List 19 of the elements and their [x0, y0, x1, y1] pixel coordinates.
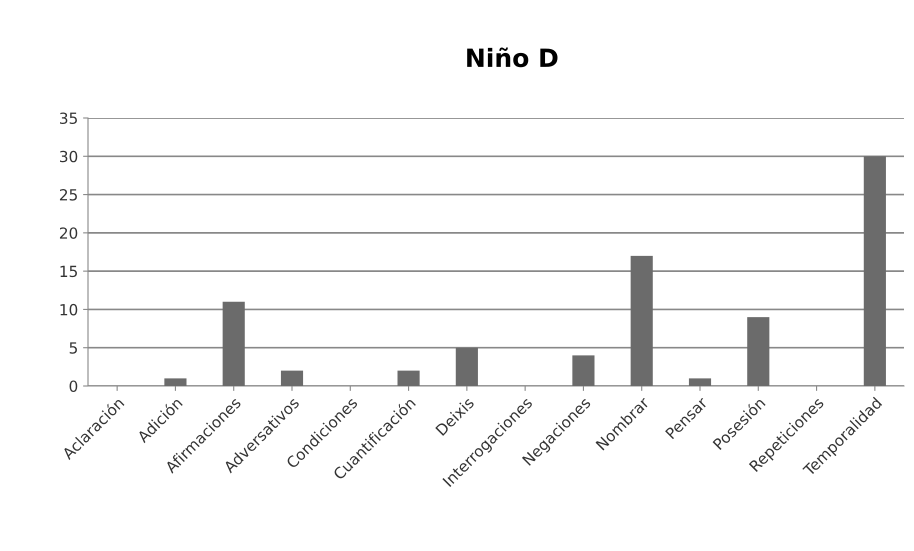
- bar: [572, 355, 595, 386]
- bar: [222, 302, 245, 386]
- y-tick-label: 25: [60, 189, 77, 201]
- chart-title: Niño D: [467, 47, 558, 68]
- bar: [688, 378, 712, 386]
- bar: [164, 378, 187, 386]
- bar: [456, 348, 478, 386]
- bar: [630, 256, 653, 386]
- y-tick-label: 30: [60, 150, 78, 162]
- bar: [747, 317, 770, 386]
- y-tick-label: 35: [60, 112, 77, 124]
- y-tick-label: 10: [60, 304, 78, 316]
- bar: [397, 370, 420, 386]
- bar: [864, 156, 886, 386]
- y-tick-label: 0: [70, 380, 78, 392]
- y-tick-label: 15: [60, 266, 77, 278]
- y-tick-label: 20: [60, 227, 78, 239]
- bar: [280, 370, 304, 386]
- y-tick-label: 5: [70, 342, 77, 354]
